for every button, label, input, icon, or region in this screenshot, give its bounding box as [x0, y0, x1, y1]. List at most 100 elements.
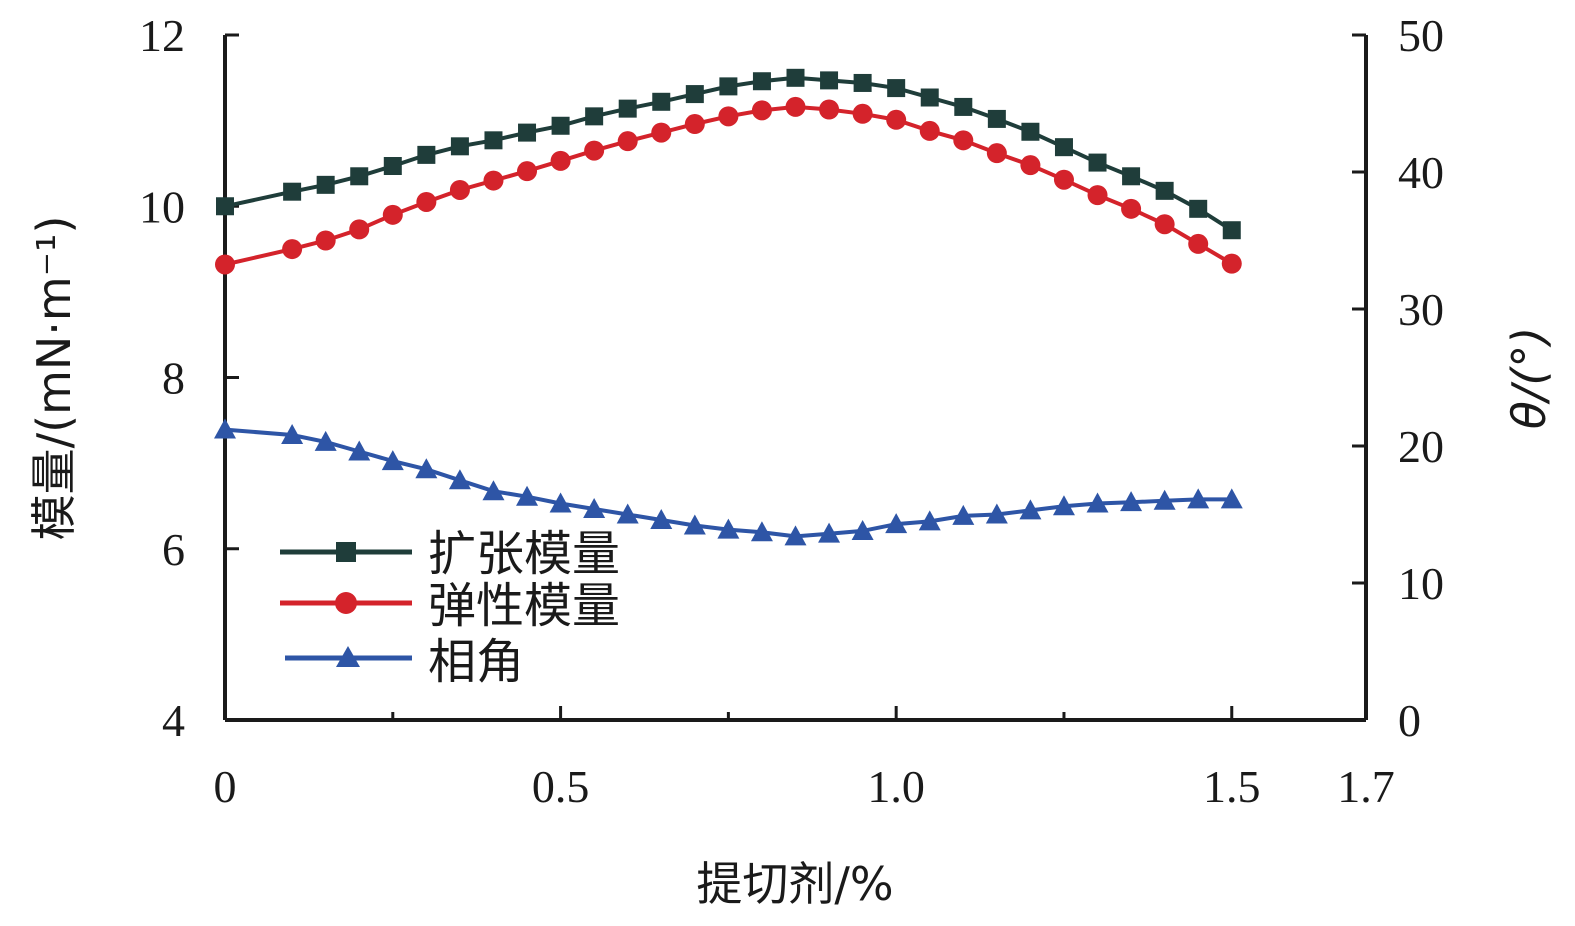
data-point: [885, 513, 908, 534]
data-point: [718, 106, 739, 127]
left-y-tick-label: 8: [162, 353, 185, 404]
data-point: [415, 458, 438, 479]
data-point: [819, 99, 840, 120]
data-point: [551, 116, 570, 135]
legend-label-phase: 相角: [428, 634, 524, 690]
data-point: [416, 191, 437, 212]
ticks: 0 0.5 1.0 1.5 1.7 4 6 8 10 12 0 10 20 30 40 50: [139, 10, 1444, 812]
legend-marker-elastic: [335, 592, 357, 614]
data-point: [349, 219, 370, 240]
data-point: [1019, 499, 1042, 520]
data-point: [516, 485, 539, 506]
data-point: [1121, 198, 1142, 219]
data-point: [786, 68, 805, 87]
legend-item-expansion: 扩张模量: [280, 526, 620, 582]
data-point: [381, 450, 404, 471]
data-point: [214, 418, 236, 439]
data-point: [650, 508, 673, 529]
left-y-tick-label: 10: [139, 181, 185, 232]
data-point: [1088, 153, 1107, 172]
series-line: [224, 104, 1233, 267]
legend-label-elastic: 弹性模量: [428, 578, 620, 634]
data-point: [952, 504, 975, 525]
data-point: [215, 254, 235, 275]
legend-marker-phase: [336, 646, 360, 667]
data-point: [448, 469, 471, 490]
data-point: [920, 88, 939, 107]
data-point: [550, 150, 571, 171]
data-point: [752, 72, 771, 91]
x-tick-label: 0.5: [532, 761, 590, 812]
data-point: [1087, 185, 1108, 206]
right-y-tick-label: 30: [1398, 284, 1444, 335]
data-point: [484, 131, 503, 150]
data-point: [348, 440, 371, 461]
data-point: [315, 230, 336, 251]
legend-item-elastic: 弹性模量: [280, 578, 620, 634]
data-point: [1120, 491, 1143, 512]
data-point: [1052, 495, 1075, 516]
data-point: [1189, 199, 1208, 218]
data-point: [449, 179, 470, 200]
right-y-tick-label: 40: [1398, 147, 1444, 198]
left-y-tick-label: 4: [162, 695, 185, 746]
data-point: [1187, 488, 1210, 509]
data-point: [954, 97, 973, 116]
series-2: [215, 96, 1242, 275]
data-point: [1054, 138, 1073, 157]
data-point: [483, 170, 504, 191]
data-point: [683, 514, 706, 535]
data-point: [986, 143, 1007, 164]
data-point: [617, 131, 638, 152]
data-point: [853, 73, 872, 92]
data-point: [750, 521, 773, 542]
series-line: [224, 75, 1233, 232]
legend-label-expansion: 扩张模量: [428, 526, 620, 582]
x-tick-label: 1.0: [867, 761, 925, 812]
data-point: [383, 157, 402, 176]
data-point: [417, 145, 436, 164]
data-point: [987, 109, 1006, 128]
data-point: [482, 480, 505, 501]
data-point: [1220, 488, 1243, 509]
legend-marker-expansion: [336, 542, 356, 562]
data-point: [985, 503, 1008, 524]
data-point: [1053, 169, 1074, 190]
right-y-axis-title: θ/(°): [1502, 327, 1556, 430]
left-y-tick-label: 12: [139, 10, 185, 61]
data-point: [851, 519, 874, 540]
data-point: [616, 503, 639, 524]
data-point: [1153, 489, 1176, 510]
data-point: [887, 79, 906, 98]
data-point: [1222, 221, 1241, 240]
data-point: [1155, 181, 1174, 200]
right-y-tick-label: 0: [1398, 695, 1421, 746]
data-point: [852, 103, 873, 124]
x-tick-label: 0: [214, 761, 237, 812]
data-point: [314, 430, 337, 451]
data-point: [583, 498, 606, 519]
data-point: [685, 85, 704, 104]
data-point: [549, 492, 572, 513]
data-point: [450, 137, 469, 156]
data-point: [684, 114, 705, 135]
data-point: [652, 92, 671, 111]
data-point: [517, 161, 538, 182]
data-point: [282, 239, 303, 260]
series-layer: [214, 68, 1243, 546]
axes: [223, 35, 1368, 722]
legend-item-phase: 相角: [285, 634, 524, 690]
data-point: [216, 197, 234, 216]
data-point: [719, 77, 738, 96]
data-point: [283, 182, 302, 201]
data-point: [651, 122, 672, 143]
right-y-tick-label: 20: [1398, 421, 1444, 472]
data-point: [886, 109, 907, 130]
legend: 扩张模量 弹性模量 相角: [280, 526, 620, 690]
data-point: [1221, 253, 1242, 274]
data-point: [784, 525, 807, 546]
x-tick-label: 1.5: [1203, 761, 1261, 812]
data-point: [919, 120, 940, 141]
data-point: [618, 99, 637, 118]
data-point: [584, 140, 605, 161]
